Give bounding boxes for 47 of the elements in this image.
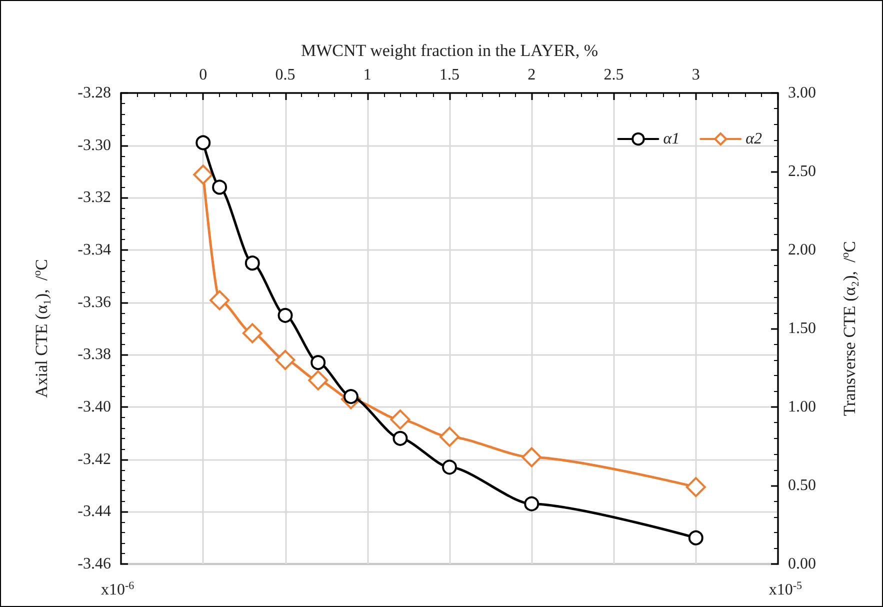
point [390,410,410,430]
point [308,370,328,390]
x-tick-label: 2 [528,66,536,84]
point [275,350,296,370]
x-tick-label: 1.5 [440,66,460,84]
y-tick-label: -3.32 [78,189,111,206]
y-tick-label: -3.28 [78,84,111,102]
y2-tick-label: 2.00 [788,242,816,258]
point [193,164,214,185]
legend-label: α1 [663,130,680,148]
point [210,290,230,310]
point [524,496,540,512]
y2-tick-label: 3.00 [788,84,816,102]
x-tick-label: 0.5 [275,66,296,84]
x-tick-label: 3 [692,66,700,84]
y-tick-label: -3.36 [78,294,111,311]
y2-tick-label: 2.50 [788,163,816,180]
point [440,426,460,447]
point [242,323,262,344]
legend-label: α2 [746,130,762,148]
x-axis-title: MWCNT weight fraction in the LAYER, % [301,41,598,60]
point [244,256,260,271]
y-axis-title: Axial CTE (α₁), /oC [32,259,51,398]
y-tick-label: -3.42 [78,450,111,468]
y-tick-label: -3.40 [78,398,111,416]
y2-tick-label: 1.50 [788,320,816,337]
x-tick-label: 1 [363,66,372,84]
y-tick-label: -3.34 [78,242,111,258]
y2-tick-label: 0.50 [788,477,816,494]
point [196,135,211,150]
point [212,180,228,195]
point [686,477,706,498]
point [442,460,457,475]
y-tick-label: -3.30 [78,136,111,154]
y-tick-label: -3.46 [78,556,111,572]
y-tick-label: -3.44 [78,503,111,520]
x-tick-label: 2.5 [604,66,624,84]
y-tick-label: -3.38 [78,346,111,364]
y2-axis-title: Transverse CTE (α₂), /oC [840,240,859,416]
point [392,430,408,446]
y2-tick-label: 0.00 [788,556,816,572]
point [522,447,542,468]
y2-tick-label: 1.00 [788,398,816,416]
x-tick-label: 0 [199,66,208,84]
point [310,355,326,370]
point [688,530,704,546]
point [278,308,293,323]
